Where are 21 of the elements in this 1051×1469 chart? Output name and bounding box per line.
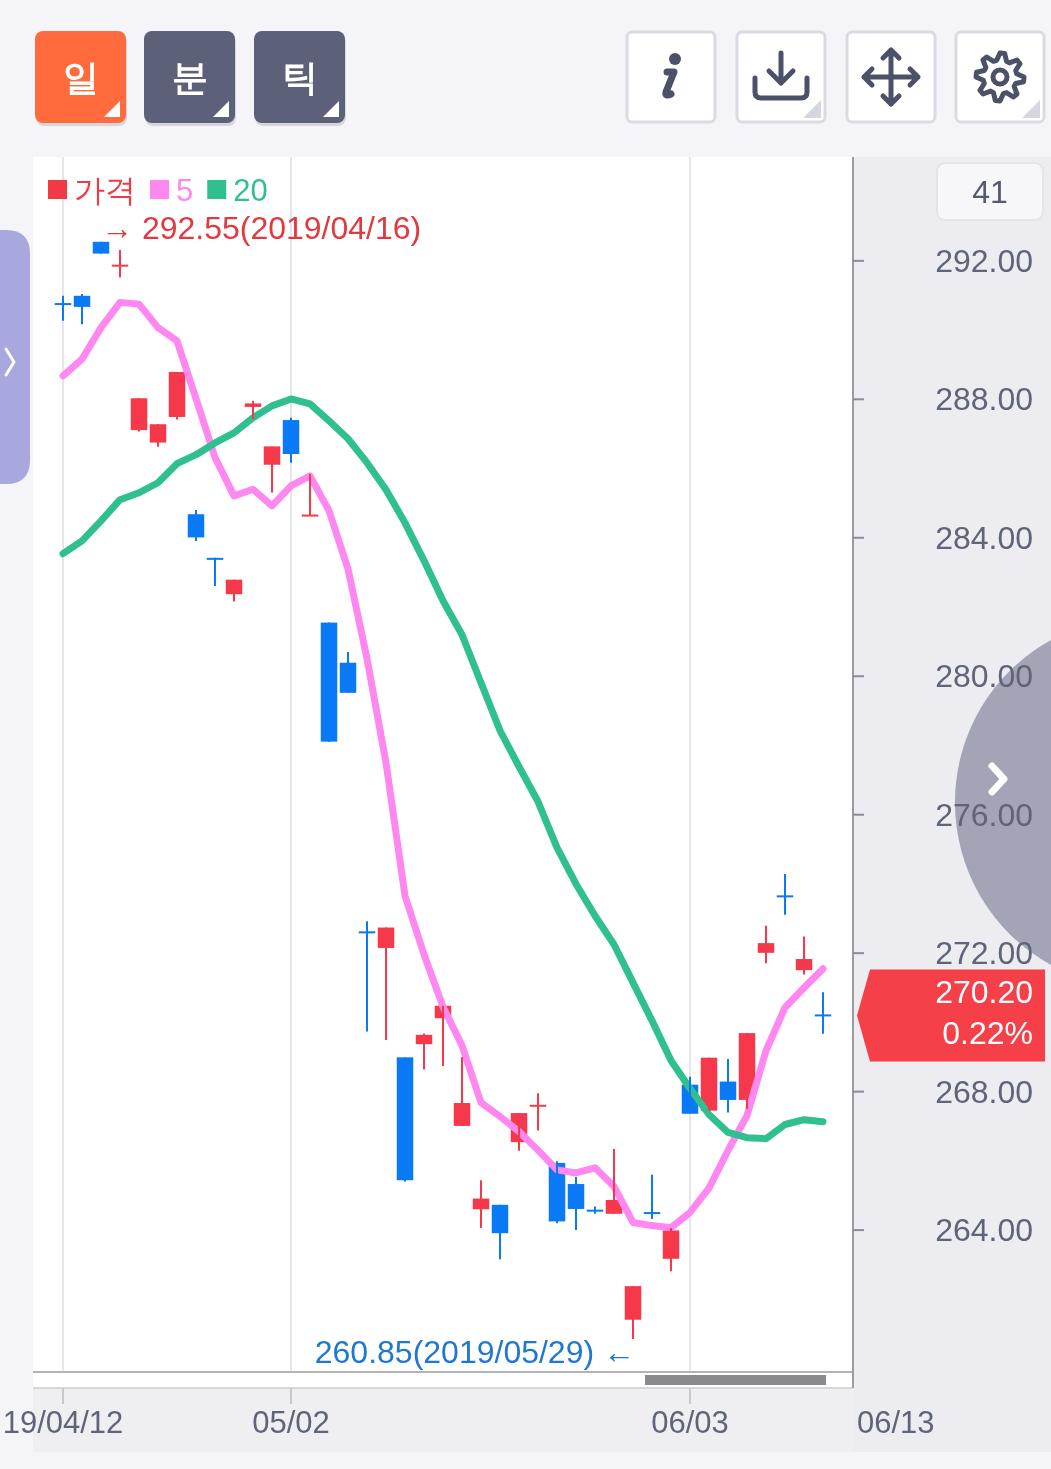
max-price-note: → 292.55(2019/04/16) (101, 209, 422, 246)
y-tick-label: 292.00 (935, 242, 1033, 279)
x-tick-label: 06/03 (651, 1405, 729, 1440)
last-price-label: 270.20 0.22% (935, 974, 1033, 1052)
button-label: 틱 (281, 57, 318, 98)
x-tick-label: 05/02 (252, 1405, 330, 1440)
x-tick-label: 19/04/12 (2, 1405, 124, 1440)
y-tick-label: 284.00 (935, 519, 1033, 556)
y-tick-label: 268.00 (935, 1073, 1033, 1110)
min-price-note: 260.85(2019/05/29) ← (314, 1334, 635, 1371)
legend-label: 5 (176, 173, 194, 208)
y-tick-label: 280.00 (935, 658, 1033, 695)
y-tick-label: 264.00 (935, 1212, 1033, 1249)
end-date-label: 06/13 (857, 1405, 935, 1440)
button-label: 분 (171, 57, 208, 98)
y-tick-label: 288.00 (935, 381, 1033, 418)
button-label: 일 (62, 57, 99, 98)
count-label: 41 (972, 174, 1008, 210)
legend-label: 가격 (74, 173, 136, 208)
y-tick-label: 272.00 (935, 935, 1033, 972)
legend-label: 20 (233, 173, 268, 208)
